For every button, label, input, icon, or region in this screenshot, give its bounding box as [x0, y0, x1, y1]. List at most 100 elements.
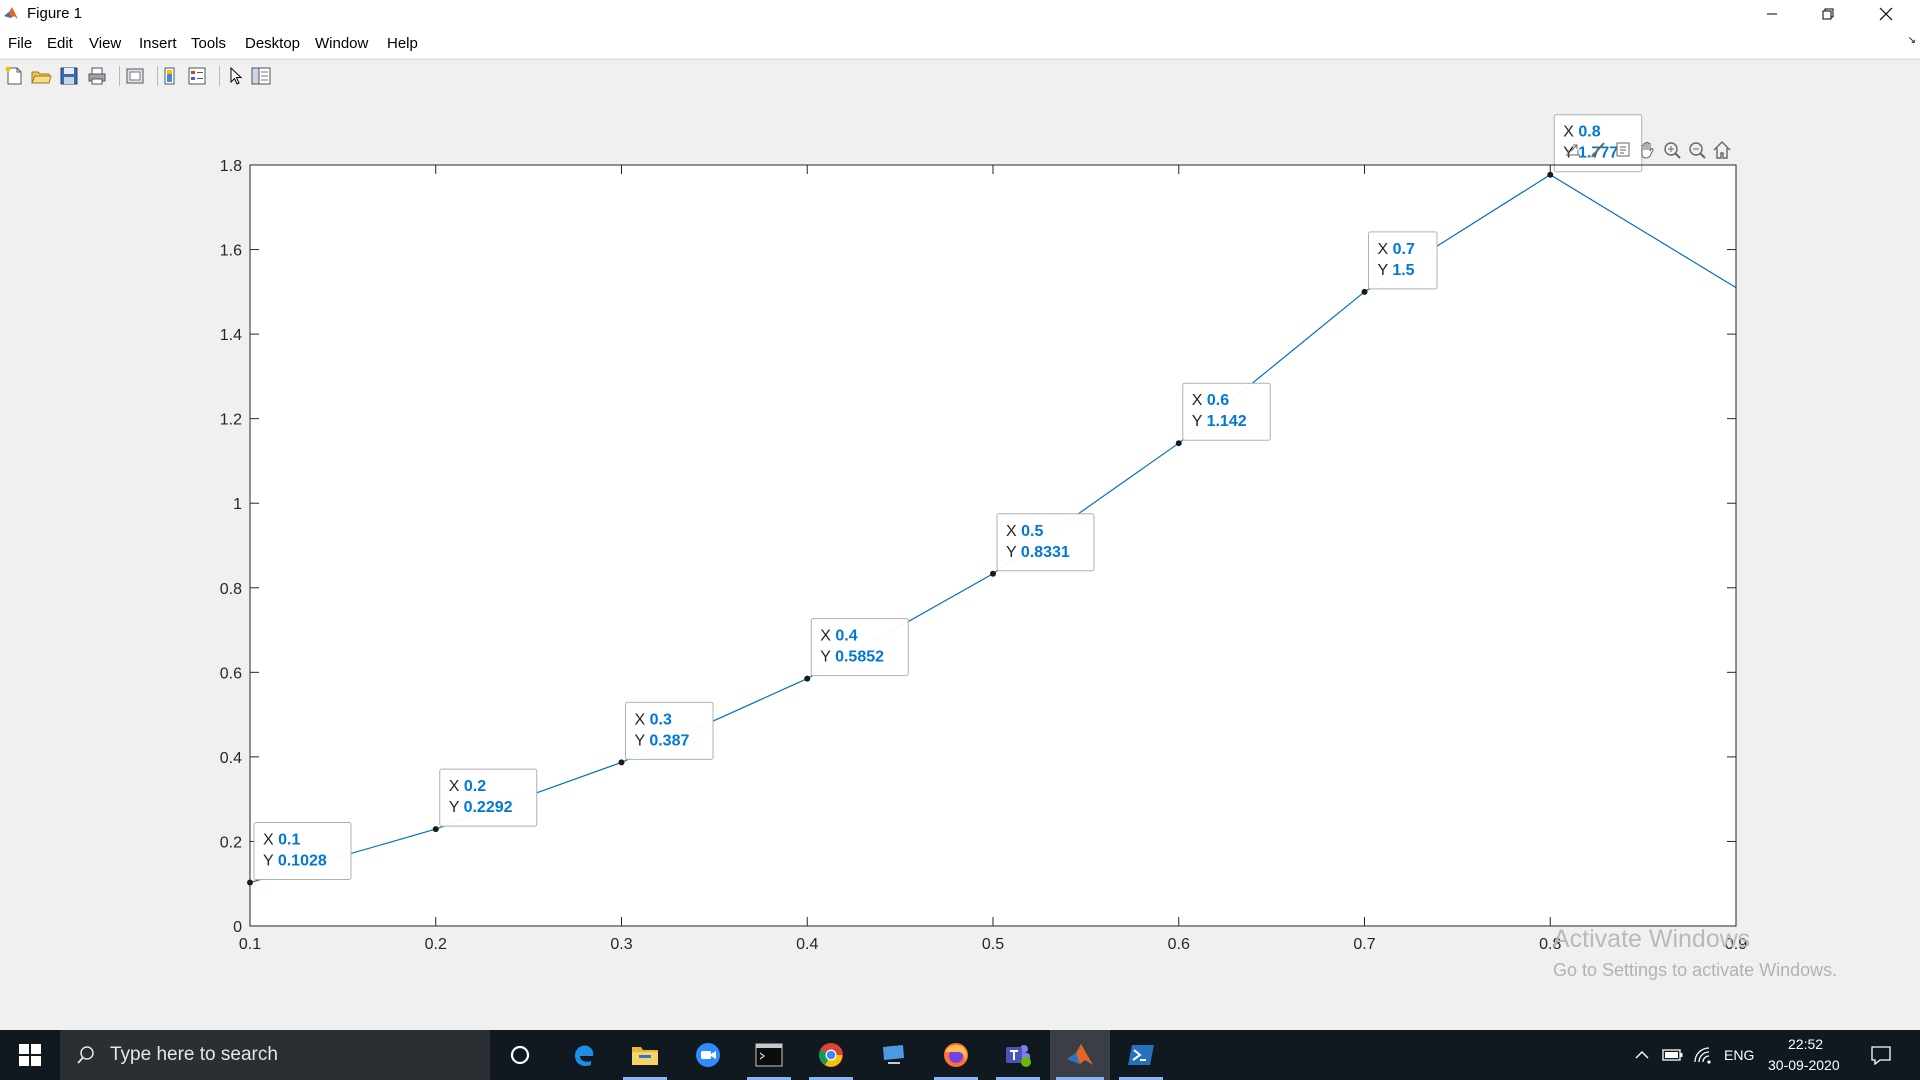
datatip-background	[439, 768, 538, 827]
language-indicator[interactable]: ENG	[1724, 1047, 1755, 1063]
datatip-marker[interactable]	[1175, 440, 1182, 447]
datatip-y-row: Y 1.142	[1192, 413, 1247, 430]
open-file-icon[interactable]	[30, 65, 52, 87]
close-icon	[1879, 7, 1893, 21]
minimize-button[interactable]	[1744, 0, 1800, 29]
menu-view[interactable]: View	[89, 35, 122, 52]
save-icon[interactable]	[58, 65, 80, 87]
y-tick-label: 1.2	[220, 412, 242, 429]
running-indicator	[934, 1077, 978, 1080]
taskbar-edge[interactable]	[556, 1030, 612, 1080]
insert-colorbar-icon[interactable]	[159, 65, 181, 87]
file-explorer-icon	[632, 1047, 658, 1065]
datatip-marker[interactable]	[804, 675, 811, 682]
wifi-icon[interactable]	[1693, 1046, 1713, 1064]
taskbar-chrome[interactable]	[803, 1030, 859, 1080]
datatip-y-row: Y 0.5852	[820, 649, 884, 666]
datatip-y-label: Y	[1006, 544, 1021, 561]
menu-window[interactable]: Window	[315, 35, 369, 52]
clock-date[interactable]: 30-09-2020	[1768, 1057, 1840, 1073]
datatip-marker[interactable]	[1547, 171, 1554, 178]
taskbar-remote-desktop[interactable]	[866, 1030, 922, 1080]
notifications-icon[interactable]	[1870, 1045, 1892, 1065]
datatip-box[interactable]: X 0.3Y 0.387	[625, 701, 714, 760]
menu-file[interactable]: File	[8, 35, 33, 52]
taskbar-teams[interactable]	[990, 1030, 1046, 1080]
taskbar-firefox[interactable]	[928, 1030, 984, 1080]
x-tick-label: 0.5	[982, 936, 1004, 953]
datatip-y-row: Y 1.5	[1378, 262, 1415, 279]
toolbar-separator	[219, 66, 220, 86]
edit-plot-icon[interactable]	[224, 65, 246, 87]
chrome-icon	[819, 1043, 843, 1067]
datatip-box[interactable]: X 0.2Y 0.2292	[439, 768, 538, 827]
zoom-in-icon[interactable]	[1661, 139, 1683, 161]
datatip-box[interactable]: X 0.5 Y 0.8331	[996, 513, 1095, 572]
datatip-y-row: Y 0.8331	[1006, 544, 1070, 561]
pan-icon[interactable]	[1636, 139, 1658, 161]
datatip-box[interactable]: X 0.4Y 0.5852	[810, 618, 909, 677]
taskbar-zoom[interactable]	[680, 1030, 736, 1080]
restore-button[interactable]	[1800, 0, 1856, 29]
datatip-y-label: Y	[263, 853, 278, 870]
brush-icon[interactable]	[1587, 139, 1609, 161]
close-button[interactable]	[1858, 0, 1914, 29]
minimize-icon	[1767, 13, 1777, 15]
datatip-icon[interactable]	[1612, 139, 1634, 161]
datatip-y-value: 1.5	[1392, 262, 1414, 279]
taskbar-file-explorer[interactable]	[617, 1030, 673, 1080]
taskbar-powershell[interactable]	[1113, 1030, 1169, 1080]
menu-help[interactable]: Help	[387, 35, 418, 52]
datatip-x-label: X	[820, 628, 835, 645]
y-tick-label: 1	[233, 496, 242, 513]
windows-logo-icon	[19, 1044, 41, 1066]
x-tick-label: 0.7	[1353, 936, 1375, 953]
x-tick-label: 0.9	[1725, 936, 1747, 953]
taskbar-search-box[interactable]: Type here to search	[60, 1030, 490, 1080]
menu-insert[interactable]: Insert	[139, 35, 177, 52]
datatip-background	[1553, 114, 1643, 173]
datatip-x-value: 0.2	[464, 778, 486, 795]
menu-edit[interactable]: Edit	[47, 35, 73, 52]
datatip-box[interactable]: X 0.1Y 0.1028	[253, 822, 352, 881]
datatip-marker[interactable]	[618, 759, 625, 766]
insert-legend-icon[interactable]	[186, 65, 208, 87]
home-icon[interactable]	[1711, 139, 1733, 161]
running-indicator	[1119, 1077, 1163, 1080]
property-editor-icon[interactable]	[250, 65, 272, 87]
teams-icon	[1006, 1045, 1031, 1067]
print-icon[interactable]	[86, 65, 108, 87]
datatip-box[interactable]: X 0.6Y 1.142	[1182, 382, 1271, 441]
clock-time[interactable]: 22:52	[1788, 1036, 1824, 1052]
x-tick-label: 0.2	[425, 936, 447, 953]
zoom-out-icon[interactable]	[1686, 139, 1708, 161]
new-figure-icon[interactable]	[3, 65, 25, 87]
menu-tools[interactable]: Tools	[191, 35, 227, 52]
taskbar-matlab[interactable]	[1050, 1030, 1110, 1080]
datatip-y-row: Y 0.387	[635, 732, 690, 749]
export-icon[interactable]	[1562, 139, 1584, 161]
start-button[interactable]	[0, 1030, 60, 1080]
line-plot[interactable]: 0.1 0.2 0.3 0.4 0.5 0.6 0.7 0.8 0.9 0 0.2 0.4 0.6 0.8…	[0, 0, 1920, 1030]
battery-icon[interactable]	[1662, 1048, 1684, 1062]
taskbar-terminal[interactable]	[741, 1030, 797, 1080]
y-tick-label: 0.4	[220, 750, 242, 767]
running-indicator	[809, 1077, 853, 1080]
link-plot-icon[interactable]	[124, 65, 146, 87]
datatip-x-row: X 0.5	[1006, 523, 1043, 540]
menu-desktop[interactable]: Desktop	[245, 35, 301, 52]
datatip-marker[interactable]	[990, 570, 996, 577]
taskbar-cortana[interactable]	[492, 1030, 548, 1080]
datatip-background	[1368, 231, 1438, 290]
datatip-marker[interactable]	[1361, 288, 1368, 295]
datatip-box[interactable]: X 0.8Y 1.777	[1553, 114, 1643, 173]
menu-bar: File Edit View Insert Tools Desktop Wind…	[0, 29, 1920, 58]
datatip-marker[interactable]	[432, 826, 439, 833]
datatip-y-label: Y	[1378, 262, 1393, 279]
datatip-box[interactable]: X 0.7Y 1.5	[1368, 231, 1438, 290]
datatip-x-label: X	[635, 711, 650, 728]
search-placeholder: Type here to search	[110, 1044, 278, 1065]
show-hidden-icons-icon[interactable]	[1634, 1049, 1650, 1061]
dock-arrow-icon[interactable]: ↘	[1907, 35, 1916, 46]
window-title: Figure 1	[27, 5, 83, 22]
